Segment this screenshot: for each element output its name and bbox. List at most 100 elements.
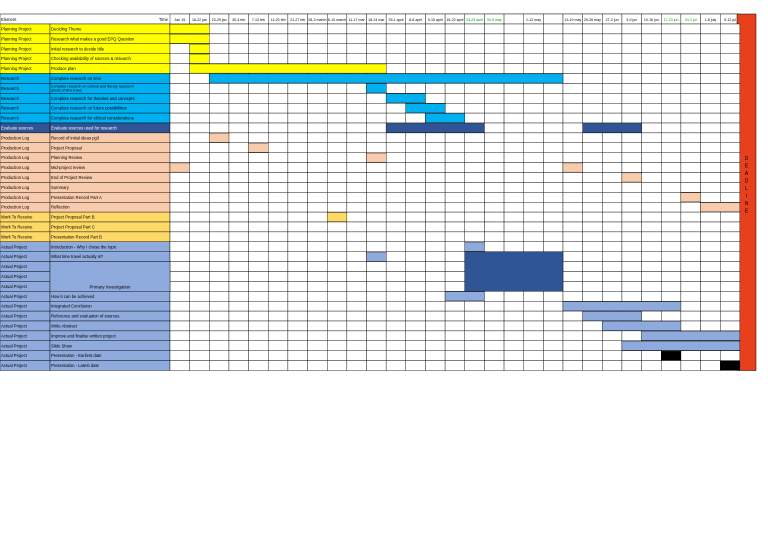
row-task-label: Presentation Record Part A [51,195,102,200]
grid-cell [209,33,230,45]
grid-cell [582,152,603,163]
grid-cell [248,152,269,163]
grid-cell [602,43,623,54]
grid-cell [700,192,721,203]
grid-cell [385,132,406,143]
grid-cell [169,132,190,143]
grid-cell [464,231,485,242]
grid-cell [366,33,387,45]
grid-cell [562,43,583,54]
grid-cell [346,350,367,361]
grid-cell [327,112,348,124]
row-element-label: Actual Project [1,333,28,338]
grid-cell [661,261,682,272]
grid-cell [680,152,701,163]
grid-cell [661,152,682,163]
grid-cell [209,23,230,35]
grid-cell [582,251,603,262]
grid-cell [307,33,328,45]
grid-cell [385,340,406,351]
row-task-label: Evaluate sources used for research [51,126,118,131]
grid-cell [602,73,623,84]
week-header-label: 1-12 may [526,18,541,22]
grid-cell [602,211,623,223]
grid-cell [621,201,642,213]
grid-cell [287,83,308,94]
row-element-label: Production Log [1,185,30,190]
grid-cell [425,162,446,173]
grid-cell [641,271,662,282]
grid-cell [444,162,465,173]
week-header-label: 27-2 jun [606,18,619,22]
grid-cell [523,291,544,302]
grid-cell [464,301,485,312]
grid-cell [385,33,406,45]
grid-cell [346,23,367,35]
grid-cell [169,112,190,124]
row-task-label: Project Proposal [51,145,82,150]
grid-cell [248,53,269,64]
grid-cell [484,211,505,223]
grid-cell [169,83,190,94]
week-header-label: 20-26 may [584,18,601,22]
grid-cell [405,360,426,371]
grid-cell [307,83,328,94]
grid-cell [307,340,328,351]
grid-cell [169,241,190,252]
grid-cell [582,261,603,272]
grid-cell [680,112,701,124]
grid-cell [307,310,328,322]
grid-cell [680,251,701,262]
grid-cell [700,251,721,262]
grid-cell [444,23,465,35]
grid-cell [268,350,289,361]
grid-cell [268,122,289,134]
week-header-label: 6-10 march [328,18,346,22]
gantt-bar [680,192,701,202]
grid-cell [484,320,505,332]
grid-cell [248,182,269,193]
grid-cell [248,271,269,282]
grid-cell [680,102,701,114]
grid-cell [307,271,328,282]
grid-cell [327,350,348,361]
grid-cell [327,201,348,213]
grid-cell [680,271,701,282]
grid-cell [248,162,269,173]
row-task-label: Record of initial ideas pg3 [51,135,100,140]
grid-cell [366,122,387,134]
grid-cell [444,261,465,272]
grid-cell [621,291,642,302]
grid-cell [582,360,603,371]
grid-cell [543,142,564,153]
grid-cell [621,192,642,203]
grid-cell [189,231,210,242]
gantt-bar [621,341,741,351]
grid-cell [209,261,230,272]
grid-cell [464,211,485,223]
grid-cell [661,43,682,54]
grid-cell [503,122,524,134]
grid-cell [405,112,426,124]
grid-cell [523,330,544,341]
grid-cell [602,291,623,302]
deadline-letter: E [745,209,749,215]
deadline-letter: D [745,156,749,162]
grid-cell [503,360,524,371]
grid-cell [720,182,741,193]
grid-cell [425,340,446,351]
grid-cell [209,241,230,252]
grid-cell [680,132,701,143]
row-element-label: Evaluate sources [1,126,33,131]
grid-cell [582,102,603,114]
grid-cell [602,192,623,203]
grid-cell [680,211,701,223]
grid-cell [680,53,701,64]
grid-cell [582,340,603,351]
grid-cell [189,152,210,163]
grid-cell [543,360,564,371]
row-task-label: Checking availability of sources & resea… [51,56,132,61]
grid-cell [720,251,741,262]
grid-cell [385,112,406,124]
grid-cell [661,291,682,302]
